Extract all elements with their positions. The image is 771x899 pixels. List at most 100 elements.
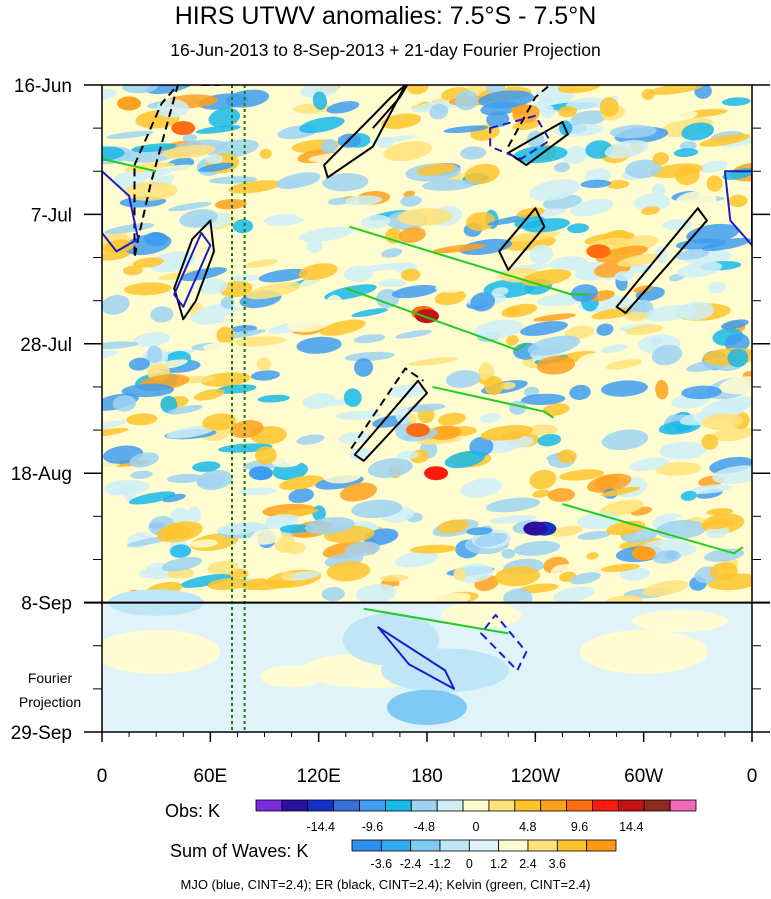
obs-patch [120, 148, 176, 163]
obs-patch [501, 303, 538, 318]
obs-patch [577, 531, 611, 540]
obs-patch [681, 122, 715, 141]
obs-colorbar-swatch [281, 799, 309, 812]
waves-colorbar-swatch [527, 839, 558, 852]
y-axis: 16-Jun 7-Jul 28-Jul 18-Aug 8-Sep 29-Sep [11, 76, 770, 744]
y-tick-label: 18-Aug [11, 464, 72, 485]
obs-colorbar-swatch [359, 799, 386, 812]
obs-patch [299, 226, 354, 242]
waves-colorbar-swatch [380, 839, 412, 852]
y-tick-label: 28-Jul [20, 335, 72, 356]
obs-patch [651, 344, 683, 366]
obs-patch [102, 427, 129, 438]
wave-contour-kelvin [562, 503, 744, 555]
obs-patch [525, 424, 558, 436]
obs-patch [466, 212, 496, 231]
wave-contour-kelvin [349, 225, 590, 296]
obs-patch [629, 457, 670, 471]
obs-patch [146, 345, 163, 364]
obs-patch [600, 486, 640, 497]
obs-patch [161, 556, 203, 572]
obs-patch [677, 261, 722, 278]
obs-patch [148, 251, 196, 273]
obs-core [424, 466, 449, 481]
obs-patch [378, 279, 407, 288]
obs-patch [400, 195, 422, 207]
projection-label: Fourier Projection [0, 666, 100, 714]
obs-patch [728, 194, 748, 208]
obs-patch [397, 208, 453, 226]
obs-patch [275, 172, 321, 190]
obs-patch [156, 99, 189, 118]
obs-patch [486, 497, 541, 513]
obs-patch [614, 271, 634, 282]
obs-patch [229, 420, 264, 439]
obs-patch [606, 179, 630, 190]
obs-patch [518, 583, 559, 594]
obs-patch [702, 237, 752, 252]
obs-patch [587, 473, 632, 493]
obs-patch [162, 144, 216, 159]
obs-patch [437, 519, 470, 534]
obs-patch [166, 425, 216, 439]
projection-label-line2: Projection [18, 694, 82, 710]
obs-patch [513, 540, 561, 556]
obs-patch [129, 491, 176, 505]
obs-patch [609, 124, 657, 139]
obs-patch [569, 572, 601, 585]
wave-contour-er [353, 379, 428, 462]
obs-patch [244, 259, 278, 268]
obs-colorbar-swatch [462, 799, 490, 812]
y-tick-label: 7-Jul [31, 205, 72, 226]
obs-patch [712, 426, 752, 442]
obs-patch [569, 384, 591, 400]
x-axis: 0 60E 120E 180 120W 60W 0 [97, 732, 757, 787]
obs-patch [533, 313, 576, 322]
obs-patch [719, 376, 752, 395]
obs-patch [681, 385, 722, 400]
obs-patch [435, 282, 468, 293]
obs-patch [198, 162, 235, 173]
obs-patch [121, 383, 175, 398]
obs-patch [625, 159, 662, 179]
obs-patch [169, 544, 192, 558]
obs-patch [473, 319, 524, 340]
wave-contour-er [173, 219, 215, 321]
obs-patch [327, 197, 352, 205]
obs-colorbar-tick-label: -4.8 [413, 820, 435, 834]
obs-patch [321, 586, 345, 602]
obs-patch [126, 413, 158, 426]
obs-patch [706, 175, 723, 192]
obs-patch [549, 256, 589, 271]
obs-patch [279, 524, 313, 533]
wave-contour-kelvin [363, 607, 509, 635]
obs-patch [351, 499, 403, 519]
obs-patch [727, 348, 749, 368]
obs-patch [381, 113, 422, 130]
obs-patch [633, 193, 671, 212]
waves-projection-patch [579, 629, 708, 674]
waves-colorbar-tick-label: 3.6 [549, 857, 566, 871]
obs-patch [625, 311, 649, 322]
obs-patch [122, 265, 143, 276]
x-tick-label: 60W [624, 766, 663, 787]
obs-patch [674, 249, 710, 260]
obs-patch [721, 135, 752, 148]
x-tick-label: 180 [411, 766, 443, 787]
obs-patch [527, 335, 581, 356]
obs-patch [344, 351, 395, 362]
obs-patch [380, 574, 409, 582]
waves-colorbar-swatch [439, 839, 470, 852]
obs-patch [699, 160, 728, 173]
obs-patch [689, 484, 732, 494]
x-tick-label: 120W [511, 766, 561, 787]
obs-patch [521, 269, 572, 287]
obs-patch [353, 334, 386, 344]
obs-patch [724, 333, 750, 353]
obs-colorbar-swatch [410, 799, 438, 812]
obs-patch [271, 453, 304, 468]
obs-patch [254, 446, 277, 465]
obs-patch [321, 139, 338, 154]
obs-patch [381, 248, 403, 258]
obs-colorbar: -14.4 -9.6 -4.8 0 4.8 9.6 14.4 [255, 799, 697, 834]
